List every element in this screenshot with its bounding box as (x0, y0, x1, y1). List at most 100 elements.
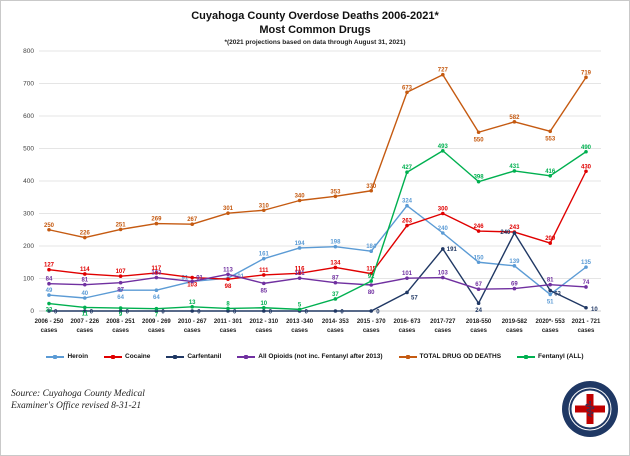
data-label-fentanyl-all: 23 (46, 307, 53, 313)
data-label-total-drug-od-deaths: 226 (80, 230, 91, 236)
data-label-cocaine: 98 (225, 284, 232, 290)
chart-footer: Source: Cuyahoga County Medical Examiner… (1, 366, 629, 445)
data-point-total-drug-od-deaths (405, 89, 409, 94)
y-axis-tick-label: 700 (23, 80, 34, 87)
y-axis-tick-label: 0 (30, 308, 34, 315)
data-point-carfentanil (190, 308, 194, 313)
data-point-cocaine (262, 272, 266, 277)
data-label-carfentanil: 0 (376, 309, 380, 315)
y-axis-tick-label: 300 (23, 210, 34, 217)
data-label-cocaine: 103 (187, 282, 198, 288)
data-point-fentanyl-all (441, 148, 445, 153)
data-label-total-drug-od-deaths: 251 (116, 222, 127, 228)
x-axis-tick-label: 2014- 353 (322, 319, 350, 325)
data-point-fentanyl-all (226, 306, 230, 310)
data-label-carfentanil: 0 (90, 309, 94, 315)
data-point-total-drug-od-deaths (118, 227, 123, 231)
legend-label: Heroin (67, 353, 89, 360)
data-label-total-drug-od-deaths: 353 (330, 189, 341, 195)
data-label-total-drug-od-deaths: 582 (509, 114, 520, 120)
data-label-total-drug-od-deaths: 340 (295, 193, 306, 199)
legend-label: All Opioids (not inc. Fentanyl after 201… (258, 353, 383, 360)
data-point-total-drug-od-deaths (512, 119, 517, 124)
data-point-total-drug-od-deaths (154, 221, 159, 225)
legend-label: Cocaine (125, 353, 151, 360)
data-label-all-opioids-not-inc-fentanyl-after-2013: 81 (81, 277, 88, 283)
x-axis-tick-sublabel: cases (291, 328, 308, 334)
data-label-heroin: 161 (259, 251, 270, 257)
data-point-fentanyl-all (584, 149, 588, 154)
x-axis-tick-sublabel: cases (542, 328, 559, 334)
data-point-carfentanil (441, 246, 445, 251)
data-label-all-opioids-not-inc-fentanyl-after-2013: 81 (547, 277, 554, 283)
data-point-carfentanil (476, 300, 481, 305)
series-line-fentanyl-all (48, 149, 587, 310)
data-label-fentanyl-all: 427 (402, 165, 413, 171)
data-point-all-opioids-not-inc-fentanyl-after-2013 (333, 280, 338, 285)
data-label-all-opioids-not-inc-fentanyl-after-2013: 91 (196, 275, 203, 281)
data-point-fentanyl-all (333, 296, 338, 301)
x-axis-tick-label: 2015 - 370 (357, 319, 386, 325)
data-label-all-opioids-not-inc-fentanyl-after-2013: 87 (332, 275, 339, 281)
data-label-all-opioids-not-inc-fentanyl-after-2013: 80 (368, 290, 375, 296)
legend-item-carfentanil: Carfentanil (166, 353, 221, 360)
data-point-total-drug-od-deaths (548, 128, 552, 133)
data-label-carfentanil: 191 (447, 246, 458, 252)
data-point-heroin (118, 287, 123, 292)
data-point-heroin (512, 263, 517, 268)
data-point-cocaine (548, 240, 552, 245)
legend-line-marker-icon (517, 353, 536, 360)
data-point-cocaine (441, 211, 445, 215)
source-attribution: Source: Cuyahoga County Medical Examiner… (11, 388, 145, 414)
data-label-all-opioids-not-inc-fentanyl-after-2013: 87 (117, 287, 124, 293)
data-label-cocaine: 116 (295, 266, 305, 272)
legend-item-total-drug-od-deaths: TOTAL DRUG OD DEATHS (398, 353, 502, 360)
data-label-heroin: 240 (438, 226, 449, 232)
data-point-cocaine (154, 270, 159, 275)
legend-label: TOTAL DRUG OD DEATHS (419, 353, 502, 360)
x-axis-tick-label: 2009 - 269 (142, 319, 171, 325)
series-line-all-opioids-not-inc-fentanyl-after-2013 (48, 273, 587, 290)
data-label-heroin: 64 (153, 295, 160, 301)
data-point-all-opioids-not-inc-fentanyl-after-2013 (369, 282, 374, 287)
data-point-all-opioids-not-inc-fentanyl-after-2013 (154, 275, 159, 279)
data-point-heroin (333, 244, 338, 248)
data-point-heroin (441, 230, 445, 235)
data-point-carfentanil (118, 308, 123, 313)
x-axis-tick-sublabel: cases (76, 328, 93, 334)
data-point-cocaine (584, 168, 588, 173)
data-label-cocaine: 263 (402, 218, 413, 224)
data-point-all-opioids-not-inc-fentanyl-after-2013 (548, 282, 552, 286)
data-point-heroin (584, 264, 588, 269)
data-label-fentanyl-all: 493 (438, 143, 449, 149)
data-label-cocaine: 127 (44, 262, 55, 268)
data-label-all-opioids-not-inc-fentanyl-after-2013: 113 (223, 267, 233, 273)
svg-text:⚕: ⚕ (584, 398, 596, 423)
data-label-total-drug-od-deaths: 310 (259, 203, 270, 209)
data-point-cocaine (190, 275, 194, 279)
data-label-heroin: 139 (509, 258, 520, 264)
x-axis-tick-sublabel: cases (363, 328, 380, 334)
x-axis-tick-label: 2011 - 301 (214, 319, 243, 325)
data-label-cocaine: 209 (545, 236, 556, 242)
data-point-cocaine (333, 265, 338, 269)
data-point-cocaine (47, 267, 51, 272)
data-point-total-drug-od-deaths (584, 75, 588, 79)
data-point-carfentanil (83, 308, 87, 313)
data-point-carfentanil (369, 308, 374, 313)
data-label-cocaine: 243 (509, 225, 520, 231)
x-axis-tick-label: 2021 - 721 (572, 319, 601, 325)
data-point-carfentanil (405, 290, 409, 294)
data-label-total-drug-od-deaths: 250 (44, 222, 55, 228)
data-label-cocaine: 114 (80, 266, 90, 272)
x-axis-tick-sublabel: cases (220, 328, 237, 334)
x-axis-tick-label: 2010 - 267 (178, 319, 207, 325)
data-point-total-drug-od-deaths (190, 221, 194, 226)
data-point-total-drug-od-deaths (297, 198, 302, 202)
x-axis-tick-sublabel: cases (41, 328, 58, 334)
data-label-total-drug-od-deaths: 727 (438, 67, 449, 73)
source-line-1: Source: Cuyahoga County Medical (11, 388, 145, 399)
data-label-heroin: 49 (46, 288, 53, 294)
y-axis-tick-label: 100 (23, 275, 34, 282)
